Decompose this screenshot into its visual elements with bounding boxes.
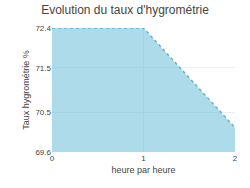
svg-text:0: 0 <box>50 154 55 163</box>
svg-text:heure par heure: heure par heure <box>111 165 175 175</box>
svg-text:72.4: 72.4 <box>35 24 51 33</box>
svg-text:Evolution du taux d'hygrométri: Evolution du taux d'hygrométrie <box>41 3 209 17</box>
svg-text:71.5: 71.5 <box>35 64 51 73</box>
svg-text:1: 1 <box>141 154 146 163</box>
svg-text:2: 2 <box>233 154 238 163</box>
svg-text:Taux hygrométrie %: Taux hygrométrie % <box>21 50 31 130</box>
svg-text:69.6: 69.6 <box>35 148 51 157</box>
svg-text:70.5: 70.5 <box>35 108 51 117</box>
